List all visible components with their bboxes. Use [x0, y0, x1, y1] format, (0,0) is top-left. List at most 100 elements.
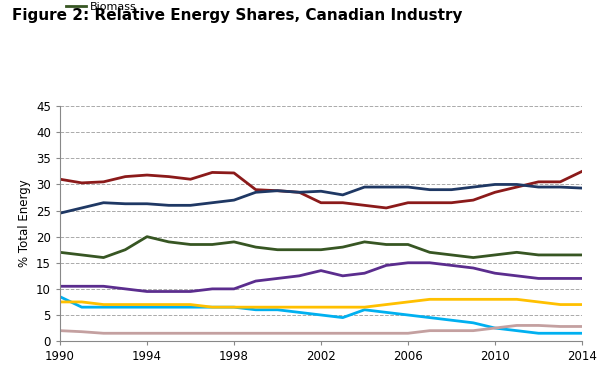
Light Fuel Oil — [513, 323, 520, 328]
Coal Based — [470, 297, 477, 302]
Other — [404, 260, 412, 265]
Electricity — [230, 198, 238, 202]
Coal Based — [535, 300, 542, 304]
Natural Gas — [122, 174, 129, 179]
Natural Gas — [404, 200, 412, 205]
Light Fuel Oil — [78, 329, 85, 334]
Electricity — [339, 193, 346, 197]
Light Fuel Oil — [361, 331, 368, 335]
Heavy Fuel Oil — [100, 305, 107, 309]
Light Fuel Oil — [165, 331, 172, 335]
Natural Gas — [143, 173, 151, 177]
Heavy Fuel Oil — [317, 313, 325, 317]
Natural Gas — [78, 181, 85, 185]
Electricity — [187, 203, 194, 208]
Electricity — [426, 187, 433, 192]
Electricity — [122, 202, 129, 206]
Natural Gas — [274, 188, 281, 193]
Biomass — [535, 253, 542, 257]
Heavy Fuel Oil — [78, 305, 85, 309]
Other — [230, 287, 238, 291]
Natural Gas — [513, 185, 520, 190]
Light Fuel Oil — [56, 328, 64, 333]
Heavy Fuel Oil — [491, 326, 499, 330]
Coal Based — [513, 297, 520, 302]
Other — [426, 260, 433, 265]
Biomass — [491, 253, 499, 257]
Heavy Fuel Oil — [209, 305, 216, 309]
Biomass — [143, 234, 151, 239]
Electricity — [361, 185, 368, 190]
Electricity — [491, 182, 499, 187]
Coal Based — [317, 305, 325, 309]
Light Fuel Oil — [100, 331, 107, 335]
Natural Gas — [557, 180, 564, 184]
Biomass — [513, 250, 520, 255]
Electricity — [209, 200, 216, 205]
Light Fuel Oil — [491, 326, 499, 330]
Other — [143, 289, 151, 294]
Biomass — [252, 245, 259, 249]
Biomass — [557, 253, 564, 257]
Coal Based — [296, 305, 303, 309]
Light Fuel Oil — [535, 323, 542, 328]
Heavy Fuel Oil — [187, 305, 194, 309]
Natural Gas — [56, 177, 64, 182]
Biomass — [209, 242, 216, 247]
Other — [187, 289, 194, 294]
Biomass — [317, 247, 325, 252]
Natural Gas — [426, 200, 433, 205]
Other — [578, 276, 586, 281]
Light Fuel Oil — [143, 331, 151, 335]
Text: Figure 2: Relative Energy Shares, Canadian Industry: Figure 2: Relative Energy Shares, Canadi… — [12, 8, 463, 23]
Electricity — [557, 185, 564, 190]
Heavy Fuel Oil — [470, 321, 477, 325]
Electricity — [296, 190, 303, 194]
Coal Based — [339, 305, 346, 309]
Line: Electricity: Electricity — [60, 185, 582, 213]
Coal Based — [187, 302, 194, 307]
Coal Based — [557, 302, 564, 307]
Line: Heavy Fuel Oil: Heavy Fuel Oil — [60, 297, 582, 333]
Biomass — [274, 247, 281, 252]
Other — [274, 276, 281, 281]
Biomass — [448, 253, 455, 257]
Biomass — [78, 253, 85, 257]
Other — [122, 287, 129, 291]
Natural Gas — [252, 187, 259, 192]
Light Fuel Oil — [339, 331, 346, 335]
Light Fuel Oil — [557, 324, 564, 329]
Line: Coal Based: Coal Based — [60, 299, 582, 307]
Electricity — [448, 187, 455, 192]
Natural Gas — [209, 170, 216, 175]
Light Fuel Oil — [230, 331, 238, 335]
Biomass — [426, 250, 433, 255]
Line: Other: Other — [60, 263, 582, 291]
Biomass — [383, 242, 390, 247]
Biomass — [404, 242, 412, 247]
Heavy Fuel Oil — [535, 331, 542, 335]
Coal Based — [361, 305, 368, 309]
Electricity — [165, 203, 172, 208]
Line: Natural Gas: Natural Gas — [60, 171, 582, 208]
Heavy Fuel Oil — [513, 328, 520, 333]
Light Fuel Oil — [296, 331, 303, 335]
Natural Gas — [448, 200, 455, 205]
Natural Gas — [230, 171, 238, 175]
Electricity — [252, 190, 259, 194]
Electricity — [383, 185, 390, 190]
Heavy Fuel Oil — [383, 310, 390, 315]
Heavy Fuel Oil — [296, 310, 303, 315]
Natural Gas — [165, 174, 172, 179]
Natural Gas — [491, 190, 499, 194]
Other — [100, 284, 107, 288]
Heavy Fuel Oil — [230, 305, 238, 309]
Biomass — [187, 242, 194, 247]
Biomass — [165, 240, 172, 244]
Heavy Fuel Oil — [56, 294, 64, 299]
Natural Gas — [339, 200, 346, 205]
Line: Biomass: Biomass — [60, 236, 582, 258]
Heavy Fuel Oil — [339, 315, 346, 320]
Heavy Fuel Oil — [361, 307, 368, 312]
Electricity — [513, 182, 520, 187]
